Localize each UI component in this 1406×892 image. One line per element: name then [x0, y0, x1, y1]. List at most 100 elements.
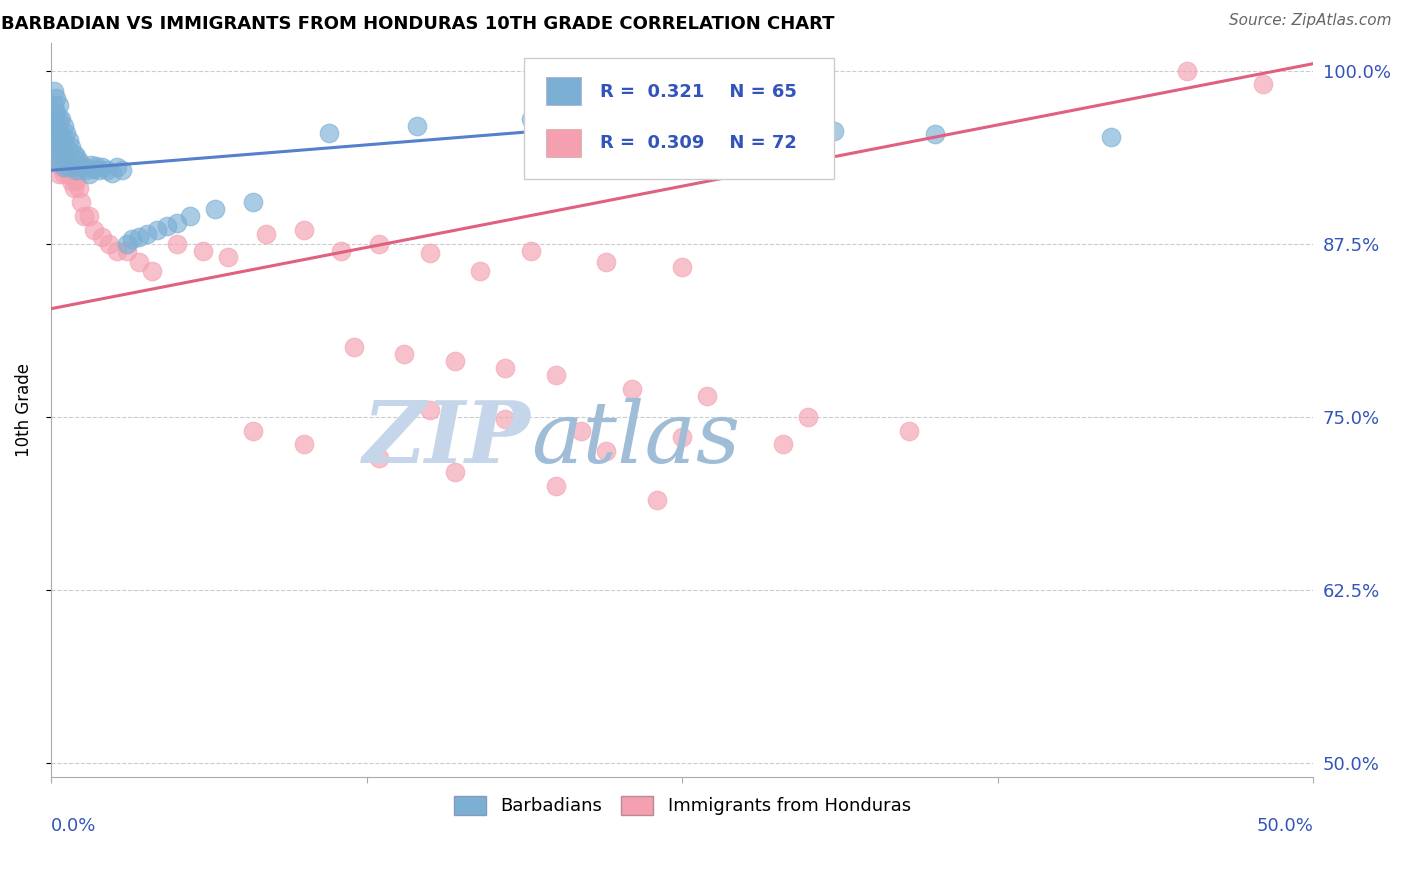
Point	[419, 246, 441, 260]
Point	[86, 159, 108, 173]
Point	[394, 347, 416, 361]
Point	[141, 264, 163, 278]
Point	[797, 409, 820, 424]
Point	[204, 202, 226, 216]
Text: Source: ZipAtlas.com: Source: ZipAtlas.com	[1229, 13, 1392, 29]
Point	[45, 153, 67, 168]
Point	[49, 161, 72, 175]
FancyBboxPatch shape	[546, 78, 581, 105]
Point	[42, 133, 65, 147]
Point	[55, 126, 77, 140]
Point	[217, 251, 239, 265]
Point	[48, 139, 70, 153]
Point	[48, 139, 70, 153]
Point	[70, 195, 93, 210]
Point	[494, 412, 516, 426]
Point	[52, 146, 75, 161]
Point	[60, 161, 83, 175]
Point	[696, 389, 718, 403]
Point	[115, 236, 138, 251]
Point	[121, 232, 143, 246]
Point	[1175, 63, 1198, 78]
Text: 0.0%: 0.0%	[51, 817, 97, 835]
Point	[772, 437, 794, 451]
Point	[49, 153, 72, 168]
Point	[52, 133, 75, 147]
Point	[65, 149, 87, 163]
Point	[470, 264, 492, 278]
Point	[519, 112, 541, 126]
Point	[128, 229, 150, 244]
Point	[62, 146, 84, 161]
Point	[42, 112, 65, 126]
Point	[49, 126, 72, 140]
Point	[52, 168, 75, 182]
Point	[823, 124, 845, 138]
Point	[70, 158, 93, 172]
Point	[45, 126, 67, 140]
Point	[671, 430, 693, 444]
Point	[45, 105, 67, 120]
Point	[419, 402, 441, 417]
Point	[83, 223, 105, 237]
Point	[595, 254, 617, 268]
Point	[80, 158, 103, 172]
Text: ZIP: ZIP	[363, 397, 530, 481]
Point	[292, 437, 315, 451]
Point	[42, 105, 65, 120]
Point	[62, 161, 84, 175]
Point	[55, 161, 77, 175]
Point	[721, 121, 744, 136]
Point	[52, 119, 75, 133]
Point	[45, 126, 67, 140]
Point	[48, 112, 70, 126]
Point	[77, 209, 100, 223]
Point	[62, 181, 84, 195]
Point	[671, 260, 693, 275]
Point	[45, 119, 67, 133]
Point	[444, 465, 467, 479]
Point	[45, 91, 67, 105]
Point	[924, 128, 946, 142]
Point	[58, 153, 80, 168]
Point	[292, 223, 315, 237]
Point	[55, 153, 77, 168]
Point	[519, 244, 541, 258]
Point	[343, 341, 366, 355]
Point	[368, 451, 391, 466]
Point	[52, 153, 75, 168]
Text: 50.0%: 50.0%	[1257, 817, 1313, 835]
Point	[60, 153, 83, 168]
Point	[1251, 78, 1274, 92]
Point	[48, 153, 70, 168]
Point	[45, 139, 67, 153]
Point	[90, 229, 112, 244]
Point	[100, 166, 122, 180]
Point	[45, 112, 67, 126]
Point	[58, 161, 80, 175]
Point	[368, 236, 391, 251]
Point	[73, 161, 96, 175]
Text: BARBADIAN VS IMMIGRANTS FROM HONDURAS 10TH GRADE CORRELATION CHART: BARBADIAN VS IMMIGRANTS FROM HONDURAS 10…	[0, 15, 834, 33]
Point	[90, 161, 112, 175]
Point	[73, 209, 96, 223]
Point	[98, 236, 121, 251]
Point	[58, 146, 80, 161]
Point	[136, 227, 159, 241]
Point	[49, 112, 72, 126]
Point	[55, 146, 77, 161]
Point	[620, 119, 643, 133]
Point	[55, 139, 77, 153]
Point	[620, 382, 643, 396]
Point	[96, 163, 118, 178]
Point	[1099, 130, 1122, 145]
Point	[49, 146, 72, 161]
Point	[49, 133, 72, 147]
Y-axis label: 10th Grade: 10th Grade	[15, 363, 32, 457]
Point	[544, 368, 567, 383]
Point	[49, 139, 72, 153]
Point	[83, 161, 105, 176]
Point	[595, 444, 617, 458]
Point	[191, 244, 214, 258]
FancyBboxPatch shape	[524, 58, 834, 178]
